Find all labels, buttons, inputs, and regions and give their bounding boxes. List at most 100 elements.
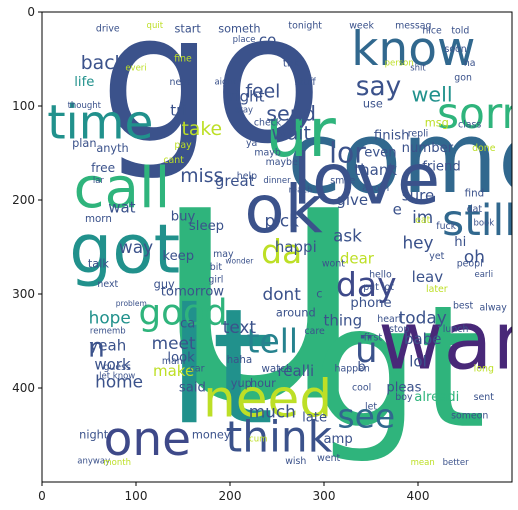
cloud-word: c [316,288,322,301]
cloud-word: mean [411,458,435,468]
cloud-word: babe [404,330,441,348]
cloud-word: best [453,301,474,312]
cloud-word: dinner [263,176,291,186]
cloud-word: one [104,412,191,467]
cloud-word: tell [247,322,298,361]
cloud-word: tomorrow [161,285,225,300]
y-tick-label: 100 [12,99,35,113]
cloud-word: done [472,143,496,154]
cloud-word: finish [374,129,410,144]
cloud-word: wish [285,456,306,467]
cloud-word: someon [451,411,488,422]
cloud-word: fuck [436,221,456,232]
cloud-word: lol [409,353,427,371]
cloud-word: let know [99,372,135,382]
cloud-word: alreadi [414,390,459,405]
cloud-word: come [287,101,518,216]
word-cloud: ugogtltcomelovewantgotcalltimeokurknowso… [47,0,518,481]
y-tick-label: 400 [12,381,35,395]
cloud-word: got [69,209,180,288]
y-tick-label: 200 [12,193,35,207]
cloud-word: well [412,83,453,107]
cloud-word: better [443,458,470,468]
cloud-word: want [378,295,518,388]
cloud-word: sent [474,392,495,403]
cloud-word: night [79,429,109,442]
cloud-word: anyway [77,456,110,466]
cloud-word: plan [72,137,96,150]
cloud-word: help [237,171,257,182]
cloud-word: lot [382,282,394,293]
cloud-word: never [170,77,197,88]
cloud-word: aight [214,78,236,88]
cloud-word: yeah [89,337,126,355]
cloud-word: pleas [386,381,421,396]
cloud-word: guy [154,278,175,291]
cloud-word: way [119,237,153,257]
cloud-word: earli [474,270,493,280]
cloud-word: ca [180,317,195,332]
cloud-word: wont [322,258,345,269]
cloud-word: send [266,102,316,126]
y-tick-label: 300 [12,287,35,301]
cloud-word: feel [245,81,280,102]
cloud-word: life [74,75,94,90]
cloud-word: e [393,200,402,218]
cloud-word: go [100,0,323,184]
cloud-word: dat [467,204,483,215]
cloud-word: eat [415,215,431,226]
cloud-word: boy [395,392,413,403]
cloud-word: friend [422,160,461,175]
cloud-word: use [363,98,383,111]
cloud-word: number [402,141,454,156]
cloud-word: look [167,350,195,365]
cloud-word: cant [163,155,184,166]
cloud-word: tri [170,102,186,120]
cloud-word: haha [227,354,253,366]
cloud-word: ask [333,226,362,246]
cloud-word: problem [116,299,147,308]
cloud-word: first [364,333,383,344]
cloud-word: n [88,334,105,364]
cloud-word: today [399,308,447,328]
cloud-word: drive [96,23,120,34]
cloud-word: miss [180,166,223,187]
cloud-word: repli [408,129,429,140]
x-axis: 0 100 200 300 400 [38,482,429,503]
x-tick-label: 200 [219,489,242,503]
cloud-word: rememb [90,327,126,337]
cloud-word: hour [250,377,276,390]
cloud-word: messag [395,21,431,32]
cloud-word: smile [330,176,355,187]
cloud-word: talk [88,257,109,270]
cloud-word: told [451,25,469,36]
cloud-word: pay [174,140,192,151]
cloud-word: gon [454,72,472,83]
cloud-word: watch [262,363,293,375]
cloud-word: person [385,59,414,69]
cloud-word: hi [454,235,466,250]
cloud-word: place [233,35,256,45]
cloud-word: work [94,356,131,374]
cloud-word: ok [244,171,322,248]
cloud-word: love [292,138,440,220]
cloud-word: right [229,88,264,106]
cloud-word: hey [402,232,433,252]
cloud-word: make [153,362,194,380]
cloud-word: ya [246,138,257,149]
cloud-word: even [364,146,396,161]
cloud-word: late [302,411,327,426]
cloud-word: next [97,279,118,290]
cloud-word: thank [354,161,397,179]
cloud-word: realli [277,362,314,380]
cloud-word: buy [171,209,196,224]
cloud-word: later [426,284,448,295]
cloud-word: start [175,22,202,35]
cloud-word: said [179,381,206,396]
cloud-word: ur [265,93,336,172]
cloud-word: thk [283,58,300,70]
cloud-word: lunch [443,324,469,335]
x-tick-label: 100 [125,489,148,503]
plot-frame [41,11,513,483]
cloud-word: mayb [254,148,280,159]
